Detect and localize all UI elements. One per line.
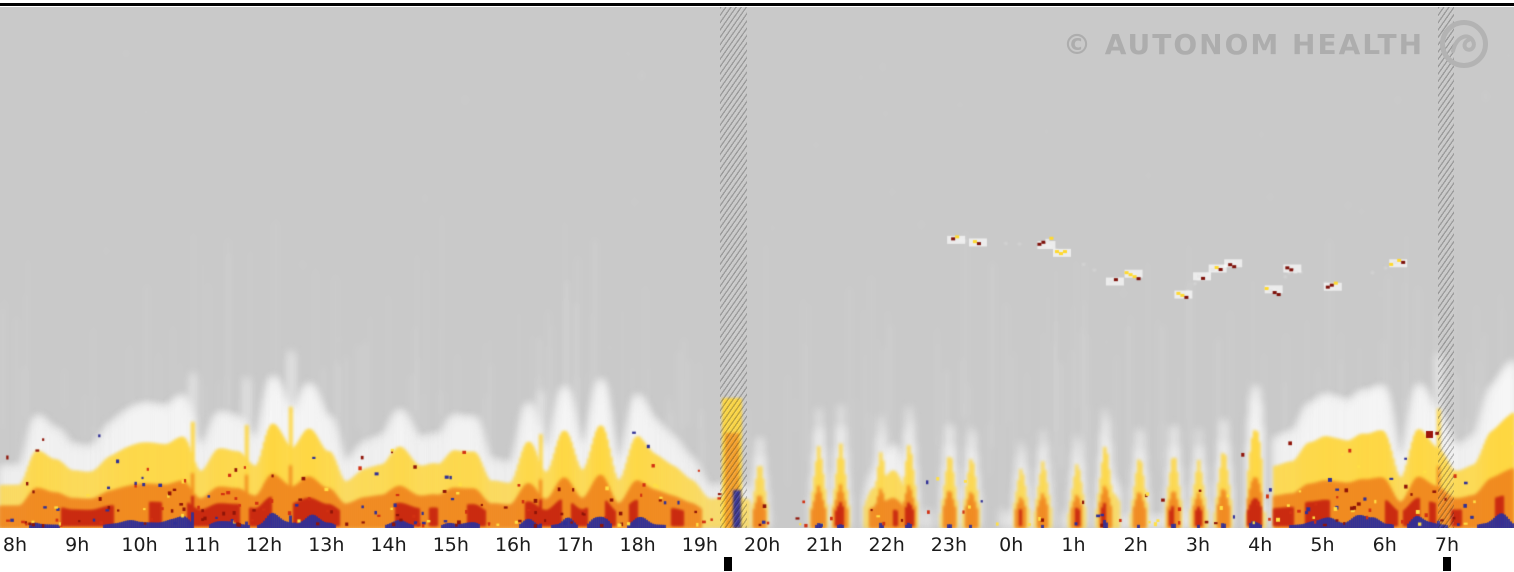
x-tick-label: 16h xyxy=(495,534,531,556)
x-tick-label: 22h xyxy=(869,534,905,556)
x-tick-label: 15h xyxy=(433,534,469,556)
x-tick-label: 5h xyxy=(1310,534,1334,556)
x-tick-label: 12h xyxy=(246,534,282,556)
time-axis: 8h 9h 10h 11h 12h 13h 14h 15h 16h 17h 18h 19h 20h 21h… xyxy=(0,528,1514,572)
event-marker xyxy=(724,557,732,571)
hrv-spectrogram-panel: © AUTONOM HEALTH 8h 9h 10h 11h 12h 13h 14h 15h 1… xyxy=(0,0,1514,572)
x-tick-label: 11h xyxy=(184,534,220,556)
x-tick-label: 23h xyxy=(931,534,967,556)
x-tick-label: 0h xyxy=(999,534,1023,556)
x-tick-label: 9h xyxy=(65,534,89,556)
spectrogram-canvas xyxy=(0,7,1514,528)
top-border-line xyxy=(0,3,1514,6)
x-tick-label: 10h xyxy=(121,534,157,556)
artifact-hatch-band-evening xyxy=(720,7,747,528)
x-tick-label: 2h xyxy=(1124,534,1148,556)
x-tick-label: 7h xyxy=(1435,534,1459,556)
autonom-health-logo-icon xyxy=(1438,18,1490,70)
x-tick-label: 21h xyxy=(806,534,842,556)
x-tick-label: 6h xyxy=(1373,534,1397,556)
x-tick-label: 1h xyxy=(1061,534,1085,556)
x-tick-label: 18h xyxy=(619,534,655,556)
artifact-hatch-band-morning xyxy=(1438,7,1454,528)
x-tick-label: 3h xyxy=(1186,534,1210,556)
x-tick-label: 13h xyxy=(308,534,344,556)
x-tick-label: 19h xyxy=(682,534,718,556)
x-tick-label: 4h xyxy=(1248,534,1272,556)
x-tick-label: 20h xyxy=(744,534,780,556)
x-tick-label: 8h xyxy=(3,534,27,556)
x-tick-label: 17h xyxy=(557,534,593,556)
event-marker xyxy=(1443,557,1451,571)
x-tick-label: 14h xyxy=(370,534,406,556)
watermark: © AUTONOM HEALTH xyxy=(1063,18,1490,70)
watermark-text: © AUTONOM HEALTH xyxy=(1063,28,1424,61)
